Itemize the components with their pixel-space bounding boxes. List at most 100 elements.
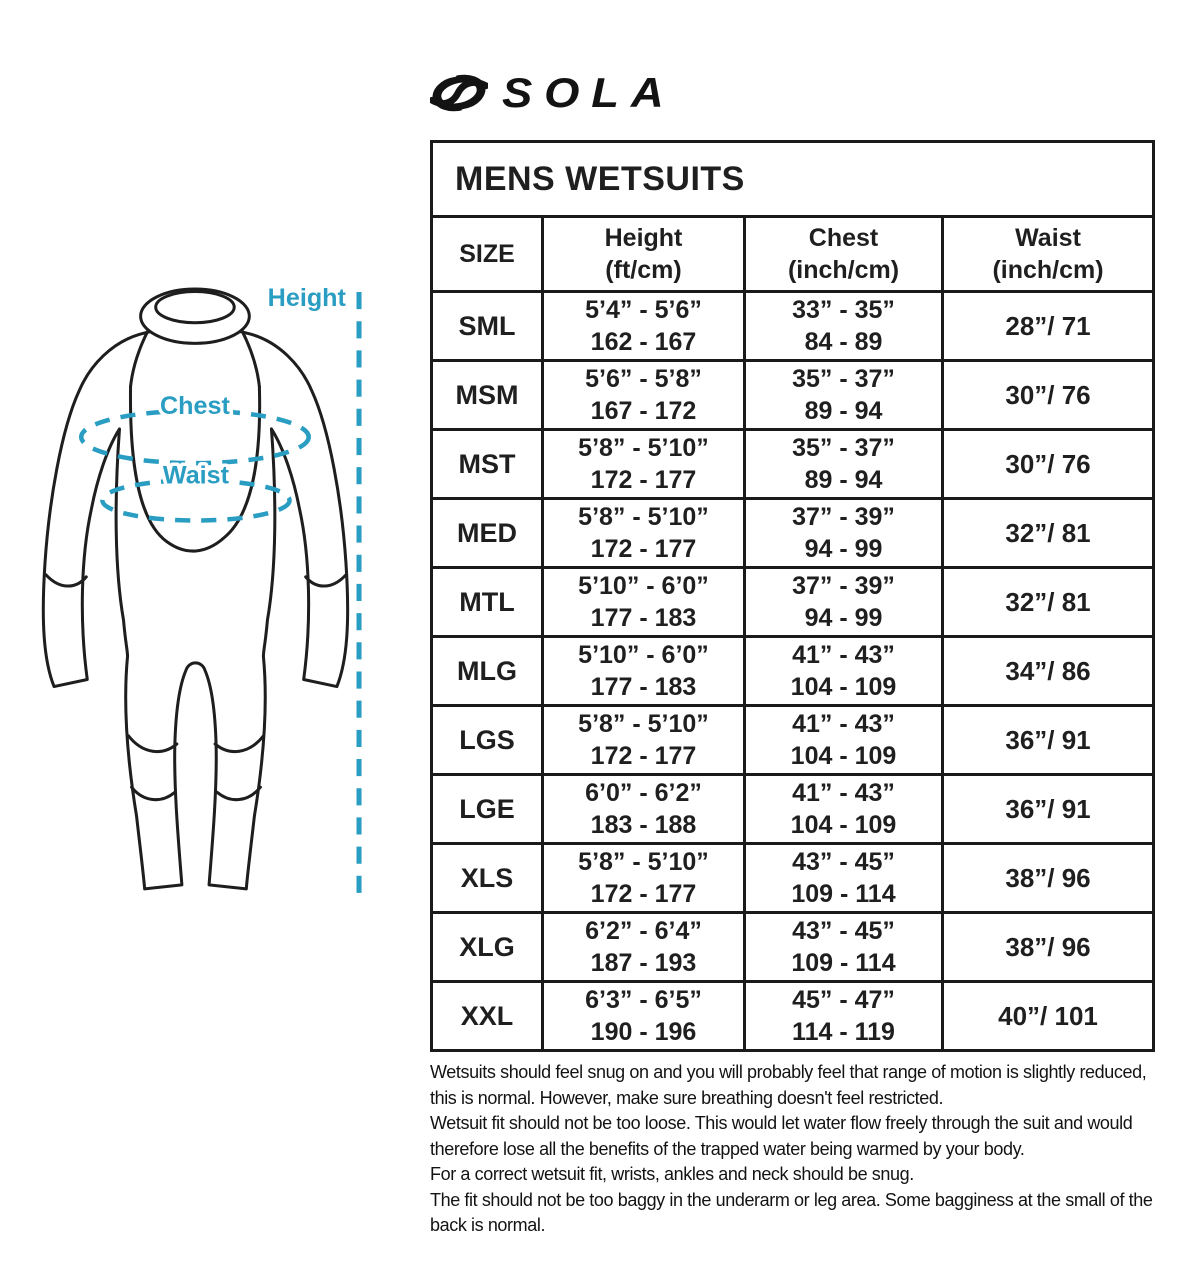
height-ft-range: 5’4” - 5’6”: [585, 295, 702, 324]
height-cm-range: 190 - 196: [590, 1018, 697, 1046]
height-cm-range: 172 - 177: [590, 466, 697, 494]
height-cm-range: 177 - 183: [590, 604, 697, 632]
height-cm-range: 172 - 177: [590, 535, 697, 563]
fit-note-paragraph: Wetsuit fit should not be too loose. Thi…: [430, 1113, 1133, 1159]
table-title-row: MENS WETSUITS: [429, 140, 1156, 218]
table-header-row: SIZE Height (ft/cm) Chest (inch/cm) Waist (…: [430, 215, 1156, 293]
sola-swoosh-icon: [430, 73, 488, 113]
table-row: XLG 6’2” - 6’4” 187 - 193 43” - 45” 109 - …: [430, 911, 1156, 983]
chest-cm-range: 89 - 94: [804, 466, 883, 494]
chest-in-range: 41” - 43”: [792, 778, 895, 807]
chest-in-range: 45” - 47”: [792, 985, 895, 1014]
size-cell: XLG: [430, 911, 544, 983]
table-row: MSM 5’6” - 5’8” 167 - 172 35” - 37” 89 - 9…: [430, 359, 1156, 431]
height-ft-range: 6’2” - 6’4”: [585, 916, 702, 945]
chest-cm-range: 89 - 94: [804, 397, 883, 425]
chest-cell: 35” - 37” 89 - 94: [743, 359, 944, 431]
table-row: XLS 5’8” - 5’10” 172 - 177 43” - 45” 109 -…: [430, 842, 1156, 914]
size-table: MENS WETSUITS SIZE Height (ft/cm) Chest (i…: [429, 140, 1156, 1052]
fit-note-paragraph: The fit should not be too baggy in the u…: [430, 1189, 1153, 1236]
chest-cell: 33” - 35” 84 - 89: [743, 290, 944, 362]
waist-cell: 38”/ 96: [940, 911, 1156, 983]
waist-measure-ellipse: [100, 477, 292, 523]
height-cm-range: 177 - 183: [590, 673, 697, 701]
waist-cell: 36”/ 91: [940, 773, 1156, 845]
col-header-waist-label: Waist: [1015, 224, 1081, 252]
height-ft-range: 5’6” - 5’8”: [585, 364, 702, 393]
chest-label: Chest: [160, 392, 231, 420]
chest-cm-range: 84 - 89: [804, 328, 883, 356]
chest-cm-range: 94 - 99: [804, 604, 883, 632]
chest-in-range: 43” - 45”: [792, 847, 895, 876]
chest-cell: 37” - 39” 94 - 99: [743, 497, 944, 569]
height-cell: 5’4” - 5’6” 162 - 167: [541, 290, 746, 362]
waist-cell: 28”/ 71: [940, 290, 1156, 362]
height-cell: 5’8” - 5’10” 172 - 177: [541, 704, 746, 776]
chest-cm-range: 104 - 109: [790, 811, 897, 839]
table-row: LGS 5’8” - 5’10” 172 - 177 41” - 43” 104 -…: [430, 704, 1156, 776]
col-header-height: Height (ft/cm): [541, 215, 746, 293]
wetsuit-outline-icon: [41, 287, 350, 891]
chest-cell: 45” - 47” 114 - 119: [743, 980, 944, 1052]
wetsuit-diagram: Height Chest Waist: [41, 286, 362, 902]
height-cm-range: 162 - 167: [590, 328, 697, 356]
chest-measure-ellipse: [78, 408, 311, 466]
brand-logo-text: SOLA: [502, 69, 676, 116]
size-cell: MTL: [430, 566, 544, 638]
table-row: MTL 5’10” - 6’0” 177 - 183 37” - 39” 94 - …: [430, 566, 1156, 638]
height-cell: 6’0” - 6’2” 183 - 188: [541, 773, 746, 845]
waist-cell: 36”/ 91: [940, 704, 1156, 776]
chest-in-range: 35” - 37”: [792, 364, 895, 393]
size-cell: LGE: [430, 773, 544, 845]
height-ft-range: 5’8” - 5’10”: [578, 847, 709, 876]
height-cell: 5’8” - 5’10” 172 - 177: [541, 842, 746, 914]
table-row: MLG 5’10” - 6’0” 177 - 183 41” - 43” 104 -…: [430, 635, 1156, 707]
fit-notes: Wetsuits should feel snug on and you wil…: [430, 1060, 1170, 1239]
fit-note-paragraph: Wetsuits should feel snug on and you wil…: [430, 1062, 1147, 1108]
chest-cm-range: 104 - 109: [790, 742, 897, 770]
chest-cm-range: 94 - 99: [804, 535, 883, 563]
col-header-waist-unit: (inch/cm): [992, 256, 1104, 284]
col-header-height-label: Height: [604, 224, 683, 252]
col-header-chest: Chest (inch/cm): [743, 215, 944, 293]
table-row: LGE 6’0” - 6’2” 183 - 188 41” - 43” 104 - …: [430, 773, 1156, 845]
col-header-height-unit: (ft/cm): [605, 256, 682, 284]
col-header-waist: Waist (inch/cm): [940, 215, 1156, 293]
height-cm-range: 172 - 177: [590, 880, 697, 908]
chest-in-range: 41” - 43”: [792, 640, 895, 669]
col-header-size-label: SIZE: [459, 240, 515, 268]
brand-logo: SOLA: [430, 68, 664, 118]
size-cell: MLG: [430, 635, 544, 707]
size-cell: MST: [430, 428, 544, 500]
chest-cell: 37” - 39” 94 - 99: [743, 566, 944, 638]
height-cell: 5’8” - 5’10” 172 - 177: [541, 428, 746, 500]
size-cell: LGS: [430, 704, 544, 776]
measurement-lines: [78, 292, 362, 902]
size-cell: XLS: [430, 842, 544, 914]
chest-cell: 41” - 43” 104 - 109: [743, 773, 944, 845]
chest-cm-range: 109 - 114: [791, 949, 896, 977]
height-cell: 5’8” - 5’10” 172 - 177: [541, 497, 746, 569]
chest-in-range: 43” - 45”: [792, 916, 895, 945]
height-ft-range: 6’3” - 6’5”: [585, 985, 702, 1014]
waist-label: Waist: [163, 461, 230, 489]
fit-note-paragraph: For a correct wetsuit fit, wrists, ankle…: [430, 1164, 914, 1185]
size-cell: SML: [430, 290, 544, 362]
height-ft-range: 6’0” - 6’2”: [585, 778, 702, 807]
height-cell: 5’6” - 5’8” 167 - 172: [541, 359, 746, 431]
size-cell: MSM: [430, 359, 544, 431]
height-cm-range: 172 - 177: [590, 742, 697, 770]
chest-in-range: 37” - 39”: [792, 571, 895, 600]
height-cell: 5’10” - 6’0” 177 - 183: [541, 566, 746, 638]
chest-cell: 35” - 37” 89 - 94: [743, 428, 944, 500]
waist-cell: 34”/ 86: [940, 635, 1156, 707]
table-row: XXL 6’3” - 6’5” 190 - 196 45” - 47” 114 - …: [430, 980, 1156, 1052]
table-row: MST 5’8” - 5’10” 172 - 177 35” - 37” 89 - …: [430, 428, 1156, 500]
height-ft-range: 5’10” - 6’0”: [578, 640, 709, 669]
chest-cell: 43” - 45” 109 - 114: [743, 911, 944, 983]
table-row: SML 5’4” - 5’6” 162 - 167 33” - 35” 84 - 8…: [430, 290, 1156, 362]
height-cell: 6’3” - 6’5” 190 - 196: [541, 980, 746, 1052]
chest-in-range: 35” - 37”: [792, 433, 895, 462]
waist-cell: 32”/ 81: [940, 566, 1156, 638]
